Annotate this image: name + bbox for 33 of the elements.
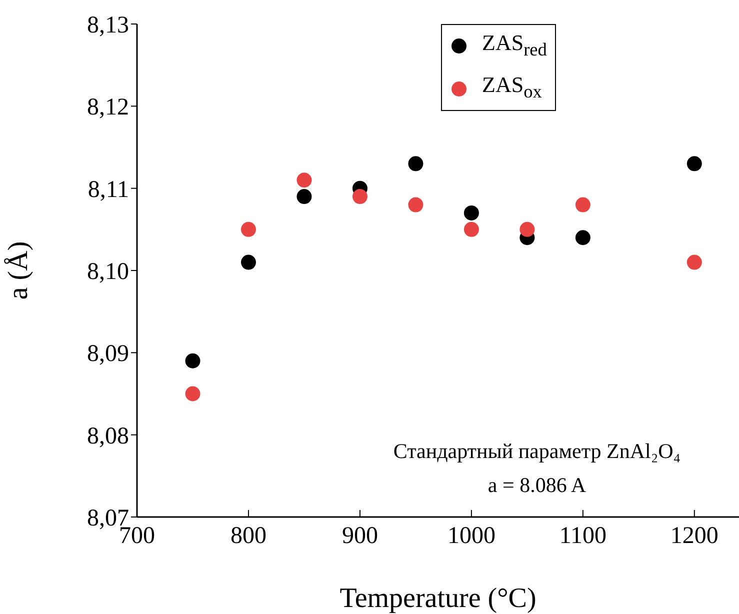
y-tick-label: 8,11 bbox=[88, 176, 129, 203]
y-tick-label: 8,13 bbox=[87, 12, 129, 39]
x-tick-label: 900 bbox=[342, 523, 378, 550]
x-tick-label: 1200 bbox=[670, 523, 718, 550]
x-tick-label: 1100 bbox=[559, 523, 606, 550]
y-tick-label: 8,10 bbox=[87, 259, 129, 286]
annotation: Стандартный параметр ZnAl₂O₄ bbox=[392, 438, 682, 465]
point bbox=[575, 197, 590, 212]
x-axis-title: Temperature (°C) bbox=[340, 583, 536, 614]
point bbox=[464, 205, 479, 220]
point bbox=[185, 386, 200, 402]
point bbox=[408, 156, 424, 172]
point bbox=[464, 222, 479, 237]
point bbox=[352, 189, 368, 204]
y-axis-title: a (Å) bbox=[2, 241, 34, 300]
point bbox=[686, 156, 702, 172]
point bbox=[296, 172, 312, 188]
y-tick-label: 8,08 bbox=[87, 423, 129, 450]
point bbox=[296, 189, 312, 204]
point bbox=[240, 254, 256, 270]
point bbox=[240, 222, 256, 237]
y-tick-label: 8,12 bbox=[87, 94, 129, 121]
point bbox=[408, 197, 424, 212]
legend-label: ZAS$_{ox}$ bbox=[482, 71, 542, 104]
point bbox=[520, 222, 535, 237]
x-tick-label: 800 bbox=[230, 523, 266, 550]
point bbox=[575, 230, 590, 246]
point bbox=[185, 353, 200, 368]
annotation: a = 8.086 A bbox=[486, 472, 588, 499]
point bbox=[686, 254, 702, 270]
legend-label: ZAS$_{red}$ bbox=[482, 29, 547, 62]
x-tick-label: 1000 bbox=[447, 523, 496, 550]
y-tick-label: 8,09 bbox=[87, 341, 129, 368]
